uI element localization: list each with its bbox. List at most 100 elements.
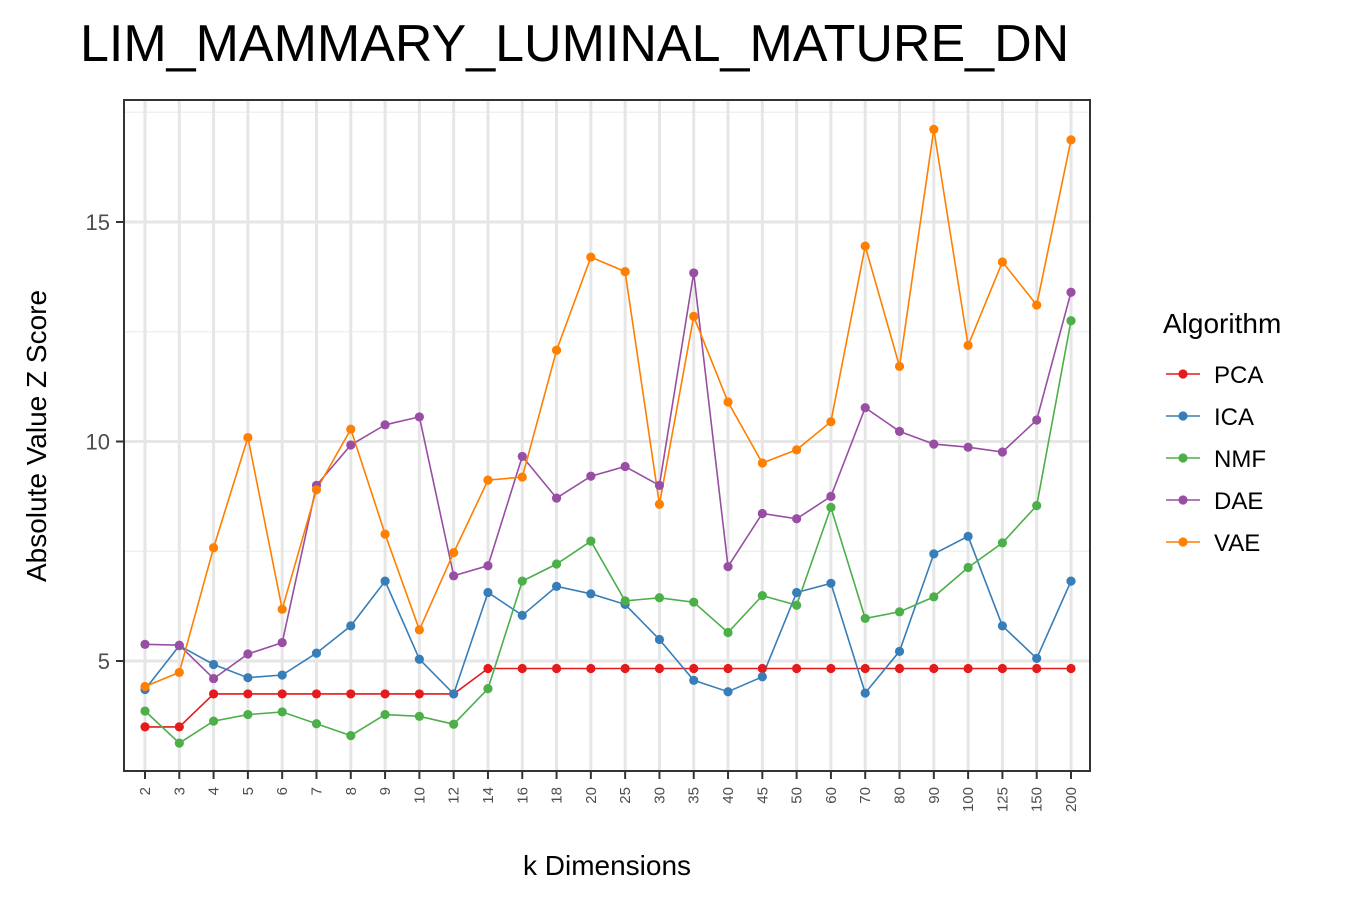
data-point-ica: [689, 675, 699, 685]
data-point-nmf: [346, 731, 356, 741]
x-axis: 2 3 4 5 6 7 8 9 10 12 14 16 18 20 25 30 35 40 45 50 60 70 80 90…: [137, 771, 1080, 812]
data-point-vae: [174, 667, 184, 678]
data-point-dae: [380, 420, 390, 430]
data-point-nmf: [414, 711, 424, 721]
data-point-dae: [346, 440, 356, 450]
data-point-pca: [517, 663, 527, 674]
series-lines: [144, 129, 1072, 745]
data-point-ica: [723, 687, 733, 697]
legend-title: Algorithm: [1163, 308, 1281, 339]
x-tick-label: 14: [480, 787, 497, 804]
data-point-ica: [826, 578, 836, 588]
data-point-pca: [792, 663, 802, 674]
data-point-pca: [894, 663, 905, 674]
data-point-vae: [380, 529, 390, 539]
data-point-ica: [1066, 576, 1076, 586]
data-point-vae: [620, 267, 630, 277]
data-point-dae: [997, 447, 1008, 457]
data-point-nmf: [140, 706, 150, 716]
data-point-pca: [551, 663, 562, 674]
legend-key-point-pca: [1178, 369, 1188, 379]
series-line-nmf: [144, 320, 1072, 745]
data-point-ica: [243, 673, 253, 683]
x-tick-label: 150: [1029, 787, 1046, 812]
data-point-pca: [174, 722, 184, 732]
x-tick-label: 70: [857, 787, 874, 804]
data-point-vae: [483, 475, 493, 485]
x-tick-label: 7: [308, 787, 325, 795]
y-tick-label: 15: [86, 210, 110, 235]
data-point-nmf: [929, 592, 939, 602]
data-point-pca: [723, 663, 733, 674]
data-point-vae: [517, 472, 527, 482]
data-point-nmf: [860, 613, 870, 624]
data-point-pca: [243, 689, 253, 699]
x-tick-label: 45: [754, 787, 771, 804]
data-point-nmf: [826, 502, 836, 512]
data-point-vae: [723, 397, 733, 407]
x-tick-label: 25: [617, 787, 634, 804]
series-line-vae: [144, 129, 1072, 688]
data-point-vae: [654, 499, 665, 509]
x-tick-label: 3: [171, 787, 188, 795]
data-point-vae: [346, 424, 356, 434]
data-point-vae: [689, 311, 699, 321]
data-point-pca: [689, 663, 699, 674]
data-point-dae: [243, 649, 253, 659]
data-point-vae: [551, 345, 562, 355]
data-point-vae: [757, 458, 767, 468]
legend-key-point-vae: [1178, 537, 1188, 547]
data-point-nmf: [551, 559, 562, 569]
data-point-dae: [586, 471, 596, 481]
data-point-dae: [1066, 287, 1076, 297]
y-axis-title: Absolute Value Z Score: [21, 290, 52, 582]
x-axis-title: k Dimensions: [523, 850, 691, 881]
x-tick-label: 90: [926, 787, 943, 804]
data-point-vae: [826, 417, 836, 427]
data-point-dae: [483, 561, 493, 571]
data-point-vae: [1066, 135, 1076, 145]
legend-key-point-nmf: [1178, 453, 1188, 463]
data-point-nmf: [449, 719, 459, 729]
data-point-vae: [208, 543, 219, 553]
x-tick-label: 10: [411, 787, 428, 804]
data-point-pca: [1032, 663, 1042, 674]
legend-label-pca: PCA: [1214, 362, 1263, 389]
data-point-pca: [620, 663, 630, 674]
x-tick-label: 80: [892, 787, 909, 804]
x-tick-label: 6: [274, 787, 291, 795]
legend-label-vae: VAE: [1214, 530, 1260, 557]
data-point-vae: [997, 257, 1008, 267]
legend-key-point-ica: [1178, 411, 1188, 421]
data-point-dae: [792, 514, 802, 524]
data-point-pca: [1066, 663, 1076, 674]
data-point-ica: [654, 634, 665, 645]
data-point-pca: [654, 663, 665, 674]
data-point-dae: [620, 461, 630, 472]
data-point-vae: [586, 252, 596, 262]
data-point-dae: [894, 426, 905, 437]
series-line-ica: [144, 535, 1072, 696]
y-tick-label: 10: [86, 430, 110, 455]
x-tick-label: 100: [960, 787, 977, 812]
x-tick-label: 9: [377, 787, 394, 795]
data-point-dae: [277, 637, 287, 648]
data-point-pca: [860, 663, 870, 674]
legend: Algorithm PCA ICA NMF DAE VAE: [1163, 308, 1281, 557]
data-point-dae: [414, 412, 424, 422]
data-point-pca: [208, 689, 219, 699]
series-points: [140, 124, 1076, 748]
data-point-nmf: [277, 707, 287, 717]
data-point-vae: [449, 547, 459, 558]
data-point-pca: [140, 722, 150, 732]
y-tick-label: 5: [98, 649, 110, 674]
data-point-nmf: [208, 716, 219, 726]
data-point-dae: [551, 493, 562, 503]
data-point-dae: [654, 480, 665, 490]
data-point-ica: [551, 581, 562, 591]
data-point-dae: [963, 442, 973, 452]
data-point-dae: [174, 640, 184, 650]
data-point-vae: [311, 485, 322, 495]
x-tick-label: 16: [514, 787, 531, 804]
